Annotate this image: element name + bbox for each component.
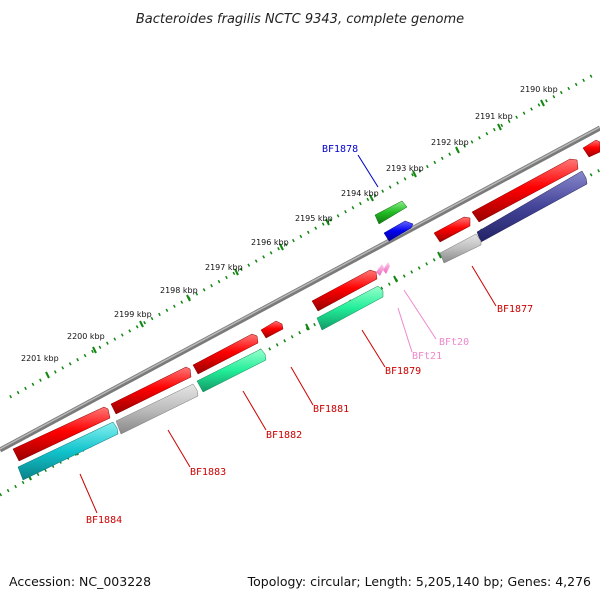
leader-bft21: [397, 307, 413, 353]
map-title: Bacteroides fragilis NCTC 9343, complete…: [136, 12, 464, 27]
gene-bf1884-cds[interactable]: [12, 406, 111, 462]
gene-bf1882-track[interactable]: [196, 348, 267, 393]
kbp-label: 2190 kbp: [520, 85, 558, 94]
kbp-label: 2201 kbp: [21, 354, 59, 363]
gene-bf1878-feature[interactable]: [374, 200, 408, 225]
kbp-label: 2199 kbp: [114, 310, 152, 319]
gene-bf1883-cds[interactable]: [110, 366, 192, 415]
genome-backbone-highlight: [0, 126, 600, 450]
leader-bf1881: [290, 366, 314, 406]
gene-bf1878-cds[interactable]: [383, 220, 414, 242]
kbp-label: 2194 kbp: [341, 189, 379, 198]
gene-leader-lines: [79, 154, 497, 514]
kbp-label: 2196 kbp: [251, 238, 289, 247]
gene-bf1879-track[interactable]: [316, 285, 384, 331]
gene-bf1877-cds-c[interactable]: [433, 216, 471, 243]
kbp-label: 2191 kbp: [475, 112, 513, 121]
gene-label-bf1878[interactable]: BF1878: [322, 144, 358, 155]
gene-bf1884-track[interactable]: [17, 421, 119, 481]
kbp-label: 2193 kbp: [386, 164, 424, 173]
outer-ruler: [9, 72, 596, 399]
gene-label-bf1879[interactable]: BF1879: [385, 366, 421, 377]
genome-backbone: [0, 125, 600, 453]
gene-bf1877-cds-a[interactable]: [582, 139, 600, 158]
leader-bf1883: [167, 429, 191, 468]
gene-label-bf1877[interactable]: BF1877: [497, 304, 533, 315]
kbp-labels: 2190 kbp 2191 kbp 2192 kbp 2193 kbp 2194…: [21, 85, 558, 363]
outer-ruler-ticks: [45, 99, 545, 379]
leader-bft20: [403, 289, 437, 340]
leader-bf1879: [361, 329, 386, 368]
leader-bf1877: [471, 265, 497, 307]
inner-ruler: [0, 168, 600, 497]
gene-bf1882-cds[interactable]: [192, 333, 259, 375]
kbp-label: 2197 kbp: [205, 263, 243, 272]
gene-bf1877-cds-b[interactable]: [471, 158, 579, 223]
gene-label-bf1882[interactable]: BF1882: [266, 430, 302, 441]
accession-text: Accession: NC_003228: [9, 574, 151, 589]
leader-bf1884: [79, 473, 98, 514]
gene-bf1881-cds[interactable]: [260, 320, 284, 339]
gene-label-bft21[interactable]: BFt21: [412, 351, 442, 362]
trna-bft20[interactable]: [383, 262, 390, 274]
gene-label-bf1881[interactable]: BF1881: [313, 404, 349, 415]
leader-bf1878: [357, 154, 379, 188]
gene-label-bf1884[interactable]: BF1884: [86, 515, 122, 526]
kbp-label: 2200 kbp: [67, 332, 105, 341]
leader-bf1882: [242, 390, 267, 431]
gene-bf1883-track[interactable]: [115, 383, 199, 435]
kbp-label: 2192 kbp: [431, 138, 469, 147]
gene-label-bf1883[interactable]: BF1883: [190, 467, 226, 478]
gene-bf1877-track-b[interactable]: [439, 233, 482, 264]
trna-bft21[interactable]: [376, 264, 384, 276]
gene-bf1879-cds[interactable]: [311, 269, 378, 312]
kbp-label: 2195 kbp: [295, 214, 333, 223]
genome-summary-text: Topology: circular; Length: 5,205,140 bp…: [247, 574, 591, 589]
gene-label-bft20[interactable]: BFt20: [439, 337, 469, 348]
kbp-label: 2198 kbp: [160, 286, 198, 295]
